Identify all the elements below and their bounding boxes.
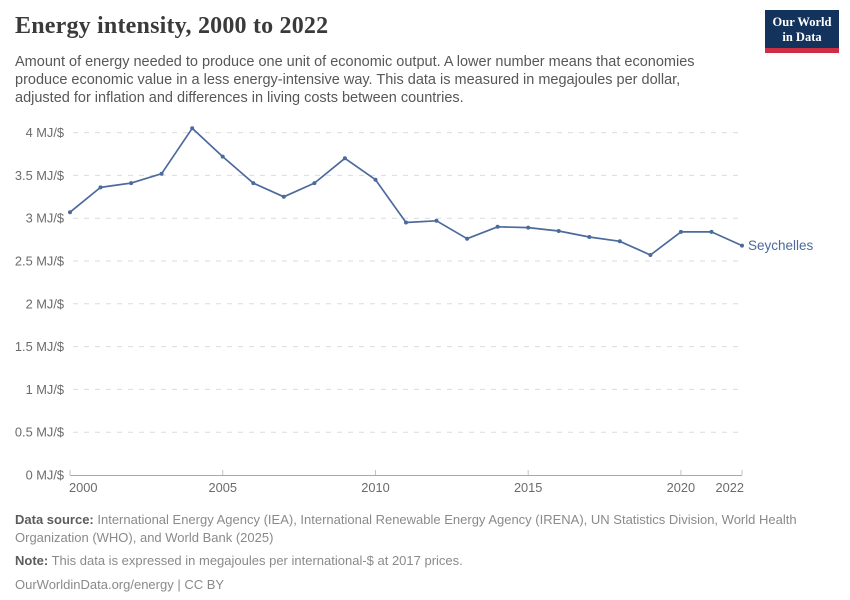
data-point[interactable] [617,239,622,244]
y-axis-label: 1 MJ/$ [26,382,64,397]
data-source-line1: International Energy Agency (IEA), Inter… [93,512,797,527]
data-point[interactable] [342,156,347,161]
note-body: This data is expressed in megajoules per… [48,553,463,568]
data-point[interactable] [68,210,72,215]
chart-footer: Data source: International Energy Agency… [15,511,815,599]
note-text: Note: This data is expressed in megajoul… [15,552,815,570]
x-axis-label: 2000 [69,480,97,495]
subtitle-line: Amount of energy needed to produce one u… [15,54,695,70]
data-point[interactable] [587,235,592,239]
data-point[interactable] [556,229,561,233]
data-point[interactable] [709,229,714,234]
data-point[interactable] [740,243,744,248]
y-axis-label: 3 MJ/$ [26,211,64,226]
series-line[interactable] [69,127,743,256]
line-chart[interactable]: 0 MJ/$ 0.5 MJ/$ 1 MJ/$ 1.5 MJ/$ 2 MJ/$ 2.5 MJ… [0,110,850,510]
data-point[interactable] [465,236,470,241]
logo-line2: in Data [782,29,822,44]
data-point[interactable] [159,171,164,176]
data-point[interactable] [434,218,439,223]
data-point[interactable] [312,181,317,186]
x-axis-label: 2010 [361,480,389,495]
data-point[interactable] [678,229,683,234]
data-point[interactable] [129,181,134,186]
y-axis-label: 2.5 MJ/$ [15,254,64,269]
y-axis-label: 2 MJ/$ [26,296,64,311]
data-point[interactable] [404,220,408,225]
y-axis-label: 1.5 MJ/$ [15,339,64,354]
page-title: Energy intensity, 2000 to 2022 [15,13,329,39]
subtitle-line: produce economic value in a less energy-… [15,72,681,88]
x-axis-label: 2005 [208,480,236,495]
data-source-text: Data source: International Energy Agency… [15,511,815,546]
data-point[interactable] [98,185,103,190]
x-axis-label: 2020 [667,480,695,495]
data-point[interactable] [373,177,378,182]
data-point[interactable] [526,225,531,230]
owid-citation-link[interactable]: OurWorldinData.org/energy | CC BY [15,576,225,592]
data-point[interactable] [190,126,195,131]
data-source-line2: Organization (WHO), and World Bank (2025… [15,529,274,545]
x-axis-label: 2022 [716,480,744,495]
owid-logo[interactable]: Our World in Data [765,10,839,53]
owid-logo-text: Our World in Data [765,10,839,48]
data-point[interactable] [251,181,256,186]
chart-subtitle: Amount of energy needed to produce one u… [15,53,725,107]
logo-line1: Our World [772,15,832,29]
note-label: Note: [15,553,49,568]
data-source-label: Data source: [15,512,94,527]
data-point[interactable] [220,154,225,159]
y-axis-label: 3.5 MJ/$ [15,168,64,183]
subtitle-line: adjusted for inflation and differences i… [15,90,464,106]
logo-red-bar [765,48,839,53]
x-axis-label: 2015 [514,480,542,495]
data-point[interactable] [495,224,500,229]
y-axis-label: 0 MJ/$ [26,468,64,483]
y-axis-label: 4 MJ/$ [26,125,64,140]
data-point[interactable] [281,194,286,199]
y-axis-label: 0.5 MJ/$ [15,425,64,440]
data-point[interactable] [648,253,653,257]
series-end-label[interactable]: Seychelles [748,238,814,253]
